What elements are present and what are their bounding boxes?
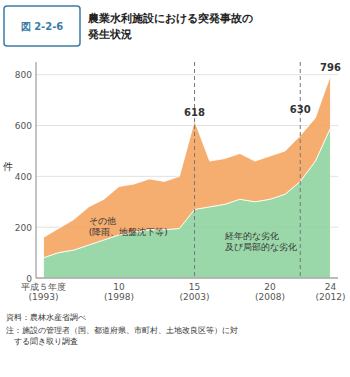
y-tick-label: 600 <box>15 121 32 131</box>
title: 農業水利施設における突発事故の発生状況 <box>87 12 253 41</box>
x-tick-label: 10(1998) <box>104 282 134 302</box>
y-tick-label: 400 <box>15 172 32 182</box>
grid-line <box>36 278 338 279</box>
chart-root: 図 2-2-6農業水利施設における突発事故の発生状況0200400600800件… <box>0 0 350 377</box>
reference-line <box>194 62 195 278</box>
y-tick-label: 800 <box>15 70 32 80</box>
title-box <box>4 6 80 46</box>
reference-line <box>300 62 301 278</box>
y-axis: 0200400600800 <box>15 70 338 283</box>
x-tick-label: 平成５年度(1993) <box>21 282 66 302</box>
y-axis-line <box>36 62 37 278</box>
grid-line <box>36 74 338 75</box>
series-label: 経年的な劣化及び局部的な劣化 <box>224 231 297 252</box>
grid-line <box>36 125 338 126</box>
x-axis-line <box>36 278 338 279</box>
plot-area <box>44 62 331 278</box>
annotation: 630 <box>290 104 311 115</box>
y-axis-label: 件 <box>3 161 13 172</box>
figure-number: 図 2-2-6 <box>21 21 64 32</box>
note: 注：施設の管理者（国、都道府県、市町村、土地改良区等）に対 する聞き取り調査 <box>6 326 238 346</box>
x-tick-label: 20(2008) <box>255 282 285 302</box>
x-tick-label: 24(2012) <box>315 282 345 302</box>
x-tick-label: 15(2003) <box>180 282 210 302</box>
annotation: 796 <box>320 62 341 73</box>
annotation: 618 <box>184 107 205 118</box>
area <box>44 76 331 258</box>
series-label: その他(降雨、地盤沈下等) <box>89 216 168 237</box>
source: 資料：農林水産省調べ <box>6 313 86 322</box>
y-tick-label: 200 <box>15 223 32 233</box>
